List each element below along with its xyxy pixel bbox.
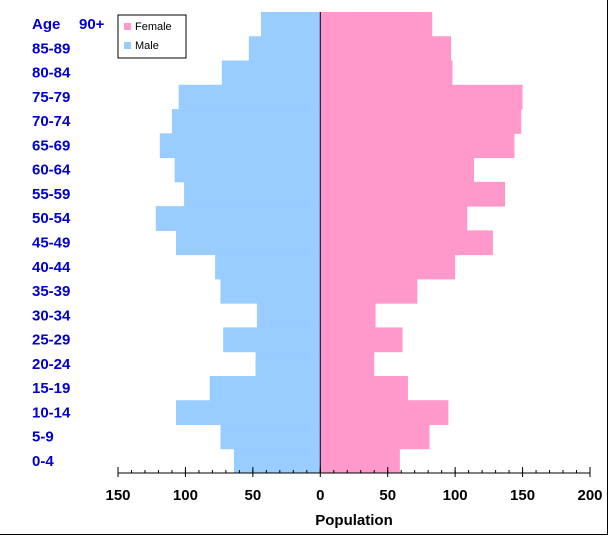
age-label-70-74: 70-74	[32, 113, 71, 130]
male-bar-55-59	[184, 181, 321, 207]
age-label-15-19: 15-19	[32, 380, 70, 397]
female-bar-20-24	[320, 351, 375, 377]
male-bar-40-44	[215, 254, 321, 280]
age-label-30-34: 30-34	[32, 307, 71, 324]
age-label-45-49: 45-49	[32, 235, 70, 252]
age-label-40-44: 40-44	[32, 259, 71, 276]
x-tick-label: 100	[443, 487, 468, 504]
male-bar-15-19	[209, 375, 321, 401]
female-bar-90+	[320, 12, 433, 37]
axes-group	[117, 12, 591, 477]
male-bar-50-54	[155, 206, 321, 231]
female-bar-50-54	[320, 206, 468, 231]
female-bar-65-69	[320, 133, 515, 159]
x-tick-label: 200	[577, 487, 602, 504]
x-tick-label: 50	[379, 487, 396, 504]
x-tick-label: 150	[105, 487, 130, 504]
female-bar-30-34	[320, 303, 376, 328]
female-bar-75-79	[320, 84, 523, 110]
age-label-10-14: 10-14	[32, 404, 71, 421]
female-bar-60-64	[320, 157, 475, 183]
female-bar-70-74	[320, 109, 522, 134]
male-bar-60-64	[174, 157, 321, 183]
male-bar-65-69	[159, 133, 321, 159]
age-label-75-79: 75-79	[32, 89, 70, 106]
legend-label-female: Female	[135, 21, 172, 33]
male-bar-10-14	[175, 400, 321, 425]
male-bar-5-9	[220, 424, 321, 450]
female-bar-10-14	[320, 400, 449, 425]
age-label-0-4: 0-4	[32, 453, 54, 470]
legend-box	[117, 14, 187, 59]
female-bar-55-59	[320, 181, 506, 207]
x-tick-label: 150	[510, 487, 535, 504]
male-bar-70-74	[171, 109, 321, 134]
female-bar-45-49	[320, 230, 493, 256]
bars-group	[155, 12, 523, 474]
male-bar-75-79	[178, 84, 321, 110]
male-bar-25-29	[223, 327, 321, 353]
legend-label-male: Male	[135, 40, 159, 52]
age-label-55-59: 55-59	[32, 186, 70, 203]
legend-swatch-female	[124, 23, 131, 30]
legend-swatch-male	[124, 42, 131, 49]
male-bar-30-34	[256, 303, 321, 328]
female-bar-5-9	[320, 424, 430, 450]
labels-group: 150 100 50 0 50 100 150 200 0-4 5-9 10-14 15-19 20-2…	[32, 16, 603, 504]
age-label-35-39: 35-39	[32, 283, 70, 300]
x-axis-title: Population	[315, 512, 393, 529]
x-tick-label: 100	[173, 487, 198, 504]
y-axis-header: Age	[32, 16, 60, 33]
male-bar-80-84	[221, 60, 321, 86]
age-label-50-54: 50-54	[32, 210, 71, 227]
male-bar-45-49	[175, 230, 321, 256]
female-bar-40-44	[320, 254, 456, 280]
age-label-25-29: 25-29	[32, 332, 70, 349]
female-bar-15-19	[320, 375, 408, 401]
female-bar-35-39	[320, 278, 418, 304]
male-bar-20-24	[255, 351, 321, 377]
x-tick-label: 50	[245, 487, 262, 504]
male-bar-90+	[260, 12, 321, 37]
age-label-85-89: 85-89	[32, 40, 70, 57]
male-bar-0-4	[233, 448, 321, 474]
female-bar-85-89	[320, 36, 452, 62]
age-label-65-69: 65-69	[32, 137, 70, 154]
female-bar-80-84	[320, 60, 453, 86]
female-bar-0-4	[320, 448, 400, 474]
female-bar-25-29	[320, 327, 403, 353]
legend: Female Male	[117, 14, 187, 59]
x-tick-label: 0	[316, 487, 324, 504]
age-label-20-24: 20-24	[32, 356, 71, 373]
male-bar-35-39	[220, 278, 321, 304]
male-bar-85-89	[248, 36, 321, 62]
age-label-90+: 90+	[79, 16, 105, 33]
age-label-5-9: 5-9	[32, 429, 54, 446]
age-label-80-84: 80-84	[32, 65, 71, 82]
age-label-60-64: 60-64	[32, 162, 71, 179]
